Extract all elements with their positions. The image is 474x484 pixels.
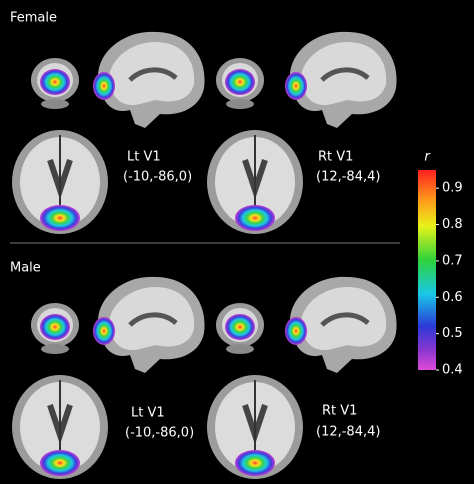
roi-coords: (-10,-86,0) (123, 170, 192, 185)
colorbar-tick-label: 0.5 (442, 326, 463, 341)
panel-title: Male (10, 261, 41, 276)
roi-coords: (12,-84,4) (316, 170, 380, 185)
panel-title: Female (10, 11, 57, 26)
coronal-slice (216, 303, 264, 354)
coronal-slice (31, 58, 79, 109)
axial-slice (207, 375, 303, 479)
sagittal-slice (93, 32, 205, 128)
roi-label: Rt V1 (322, 404, 357, 419)
axial-slice (207, 130, 303, 234)
colorbar-label: r (424, 150, 431, 165)
roi-coords: (12,-84,4) (316, 425, 380, 440)
coronal-slice (31, 303, 79, 354)
roi-label: Lt V1 (131, 406, 165, 421)
coronal-slice (216, 58, 264, 109)
colorbar: r 0.9 0.8 0.7 0.6 0.5 0.4 (418, 150, 463, 378)
sagittal-slice (285, 32, 397, 128)
colorbar-tick-label: 0.7 (442, 253, 463, 268)
colorbar-tick-label: 0.4 (442, 363, 463, 378)
colorbar-tick-label: 0.6 (442, 290, 463, 305)
colorbar-tick-label: 0.9 (442, 181, 463, 196)
sagittal-slice (285, 277, 397, 373)
roi-label: Lt V1 (127, 150, 161, 165)
roi-coords: (-10,-86,0) (125, 426, 194, 441)
roi-label: Rt V1 (318, 150, 353, 165)
male-panel: Male Lt V1 (-10,-86,0) Rt V1 (12,-84,4) (10, 261, 397, 480)
female-panel: Female Lt V1 (-10,-86,0) Rt V1 (12,-84,4… (10, 11, 397, 235)
axial-slice (12, 130, 108, 234)
sagittal-slice (93, 277, 205, 373)
axial-slice (12, 375, 108, 479)
colorbar-tick-label: 0.8 (442, 217, 463, 232)
colorbar-gradient (418, 170, 436, 370)
